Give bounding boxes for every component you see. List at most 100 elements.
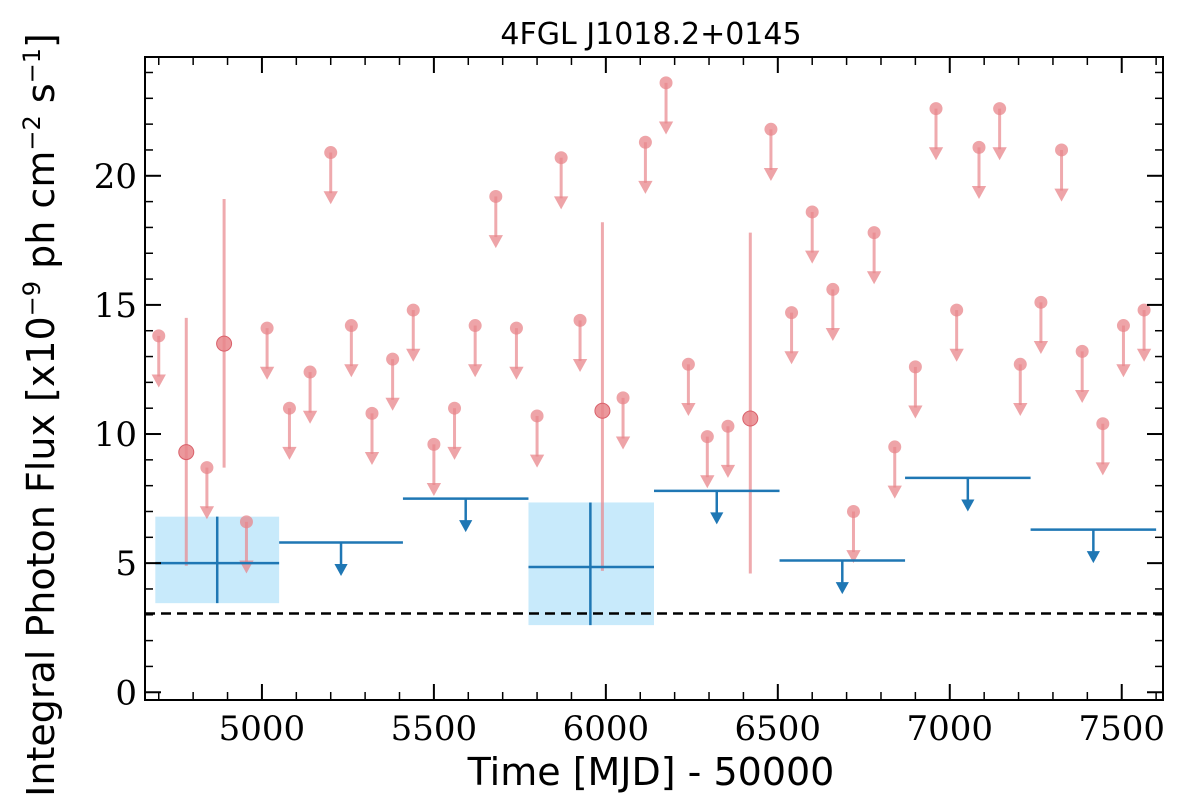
short-bin-ul-head-9 <box>385 397 400 411</box>
short-bin-ul-head-4 <box>282 446 297 460</box>
x-tick-label-5000: 5000 <box>219 709 306 749</box>
short-bin-ul-head-32 <box>908 405 923 419</box>
short-bin-ul-head-16 <box>529 454 545 468</box>
x-tick-label-7000: 7000 <box>907 709 994 749</box>
short-bin-ul-point-8 <box>365 406 379 420</box>
short-bin-ul-head-14 <box>488 235 503 249</box>
short-bin-ul-point-5 <box>303 365 317 379</box>
short-bin-ul-head-20 <box>638 180 653 194</box>
short-bin-ul-point-17 <box>554 151 568 165</box>
short-bin-ul-head-39 <box>1054 188 1069 202</box>
short-bin-ul-point-15 <box>509 321 523 335</box>
long-bin-ul-head-5 <box>1086 551 1100 564</box>
chart-title: 4FGL J1018.2+0145 <box>500 17 801 52</box>
short-bin-ul-point-24 <box>721 419 735 433</box>
short-bin-ul-head-7 <box>344 364 359 378</box>
short-bin-ul-point-26 <box>785 306 799 320</box>
y-axis-label-part4: ] <box>19 33 63 48</box>
short-bin-ul-head-33 <box>928 147 944 161</box>
short-bin-ul-point-31 <box>888 440 902 454</box>
short-bin-ul-point-43 <box>1137 303 1151 317</box>
axes <box>144 56 1164 701</box>
short-bin-ul-point-7 <box>344 319 358 333</box>
short-bin-ul-head-18 <box>572 359 588 373</box>
short-bin-ul-point-3 <box>260 321 274 335</box>
short-bin-ul-point-34 <box>950 303 964 317</box>
short-bin-ul-head-22 <box>681 402 696 416</box>
long-bin-ul-head-1 <box>459 520 473 533</box>
x-tick-label-7500: 7500 <box>1078 709 1165 749</box>
short-bin-ul-point-38 <box>1034 295 1048 309</box>
short-bin-ul-head-25 <box>763 167 779 181</box>
short-bin-ul-point-35 <box>972 140 986 154</box>
short-bin-ul-head-0 <box>151 374 166 388</box>
short-bin-ul-head-5 <box>302 410 318 424</box>
short-bin-ul-head-11 <box>426 482 442 496</box>
short-bin-ul-point-25 <box>764 122 778 136</box>
short-bin-ul-point-18 <box>573 313 587 327</box>
short-bin-ul-point-28 <box>826 282 840 296</box>
short-bin-ul-head-1 <box>199 506 215 520</box>
short-bin-ul-point-37 <box>1013 357 1027 371</box>
short-bin-ul-point-42 <box>1116 319 1130 333</box>
short-bin-ul-head-38 <box>1033 340 1049 354</box>
short-bin-ul-point-0 <box>152 329 166 343</box>
short-bin-point-1 <box>216 335 233 352</box>
short-bin-ul-head-36 <box>992 147 1007 161</box>
short-bin-ul-head-37 <box>1013 402 1028 416</box>
long-bin-ul-head-0 <box>334 564 348 577</box>
short-bin-ul-point-19 <box>616 391 630 405</box>
short-bin-ul-point-33 <box>929 102 943 116</box>
short-bin-ul-point-21 <box>659 76 673 90</box>
y-axis-label-part3: s <box>19 83 63 115</box>
short-bin-ul-point-4 <box>282 401 296 415</box>
short-bin-ul-point-23 <box>700 430 714 444</box>
short-bin-ul-head-24 <box>720 464 736 478</box>
short-bin-ul-point-11 <box>427 437 441 451</box>
short-bin-ul-head-41 <box>1095 462 1110 476</box>
long-bin-series <box>155 476 1157 626</box>
y-axis-label-exp2: −2 <box>18 115 46 150</box>
short-bin-ul-point-14 <box>489 189 503 203</box>
short-bin-ul-head-17 <box>553 196 569 210</box>
short-bin-ul-point-40 <box>1075 344 1089 358</box>
tick-labels: 5000 5500 6000 6500 7000 7500 0 5 10 15 20 <box>94 157 1165 749</box>
y-tick-label-15: 15 <box>94 286 137 326</box>
short-bin-ul-point-39 <box>1055 143 1069 157</box>
short-bin-ul-point-10 <box>406 303 420 317</box>
y-tick-label-5: 5 <box>115 544 137 584</box>
x-tick-label-6500: 6500 <box>735 709 822 749</box>
short-bin-ul-point-29 <box>846 504 860 518</box>
short-bin-ul-point-13 <box>468 319 482 333</box>
short-bin-ul-head-34 <box>949 348 964 362</box>
short-bin-ul-head-23 <box>700 475 715 489</box>
short-bin-point-2 <box>594 402 611 419</box>
x-axis-label: Time [MJD] - 50000 <box>467 750 835 794</box>
short-bin-ul-point-27 <box>805 205 819 219</box>
short-bin-ul-head-6 <box>323 191 338 205</box>
short-bin-ul-head-15 <box>509 366 524 380</box>
short-bin-ul-head-8 <box>364 452 380 466</box>
short-bin-ul-head-42 <box>1116 364 1131 378</box>
y-axis-label: Integral Photon Flux [x10−9 ph cm−2 s−1] <box>18 33 63 797</box>
short-bin-ul-head-26 <box>784 351 799 365</box>
short-bin-ul-point-32 <box>908 360 922 374</box>
short-bin-ul-point-20 <box>638 135 652 149</box>
short-bin-ul-head-30 <box>866 271 882 285</box>
plot-frame <box>144 56 1164 701</box>
y-axis-label-exp1: −9 <box>18 281 46 316</box>
short-bin-ul-head-19 <box>615 436 631 450</box>
short-bin-ul-point-16 <box>530 409 544 423</box>
short-bin-ul-point-36 <box>993 102 1007 116</box>
short-bin-ul-point-41 <box>1096 417 1110 431</box>
short-bin-ul-head-27 <box>805 250 820 264</box>
short-bin-ul-head-28 <box>825 328 840 342</box>
long-bin-ul-head-4 <box>961 499 975 512</box>
short-bin-point-3 <box>742 410 759 427</box>
short-bin-ul-point-30 <box>867 226 881 240</box>
long-bin-ul-head-2 <box>710 512 724 525</box>
short-bin-ul-head-13 <box>468 364 483 378</box>
short-bin-ul-head-12 <box>447 446 462 460</box>
short-bin-ul-point-6 <box>324 146 338 160</box>
